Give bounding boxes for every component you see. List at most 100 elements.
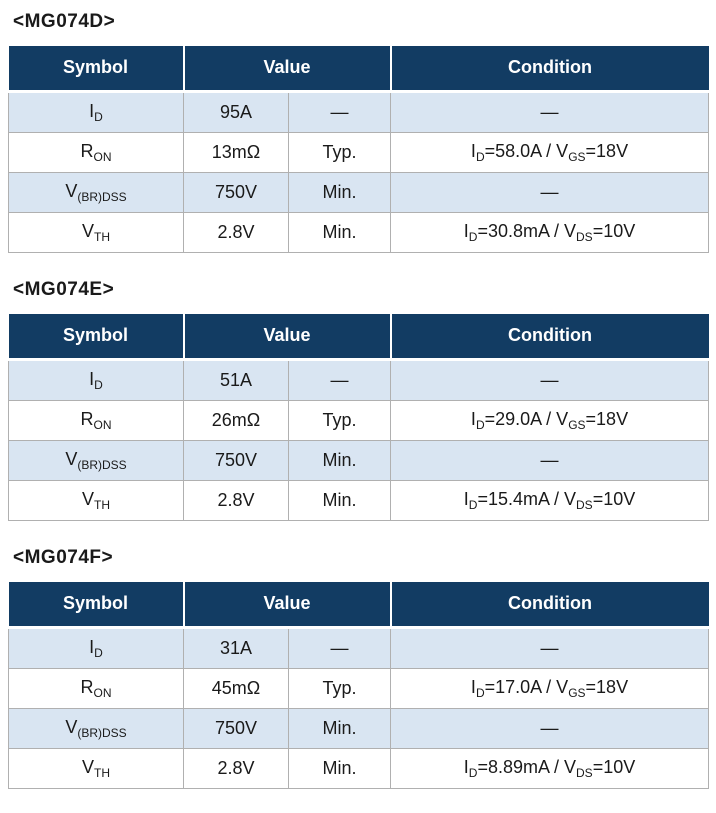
cell-text: I: [463, 221, 469, 241]
cell-text: I: [89, 101, 95, 121]
condition-cell: —: [390, 172, 709, 213]
cell-text: R: [80, 141, 94, 161]
cell-text: =10V: [592, 489, 636, 509]
qualifier-cell: Min.: [288, 708, 391, 749]
spec-sections: <MG074D> Symbol Value Condition ID 95A — — R…: [8, 11, 709, 789]
table-row: ID 51A — —: [8, 359, 709, 401]
symbol-cell: RON: [8, 400, 184, 441]
col-header-condition: Condition: [390, 582, 709, 629]
model-section: <MG074D> Symbol Value Condition ID 95A — — R…: [8, 11, 709, 253]
condition-cell: ID=8.89mA / VDS=10V: [390, 748, 709, 789]
model-section: <MG074F> Symbol Value Condition ID 31A — — R…: [8, 547, 709, 789]
qualifier-cell: —: [288, 91, 391, 133]
model-title: <MG074F>: [13, 547, 114, 568]
cell-text: =10V: [592, 221, 636, 241]
cell-text: I: [470, 409, 476, 429]
spec-table: Symbol Value Condition ID 31A — — RON 45mΩ Typ…: [8, 582, 709, 789]
cell-text: =8.89mA / V: [477, 757, 577, 777]
cell-text: =17.0A / V: [484, 677, 569, 697]
table-header: Symbol Value Condition: [8, 582, 709, 629]
subscript-text: D: [475, 418, 485, 432]
condition-cell: —: [390, 91, 709, 133]
symbol-cell: V(BR)DSS: [8, 440, 184, 481]
symbol-cell: ID: [8, 359, 184, 401]
subscript-text: D: [475, 150, 485, 164]
subscript-text: ON: [93, 686, 112, 700]
model-title: <MG074E>: [13, 279, 115, 300]
cell-text: —: [540, 370, 559, 390]
table-row: RON 45mΩ Typ. ID=17.0A / VGS=18V: [8, 668, 709, 709]
col-header-symbol: Symbol: [8, 582, 185, 629]
cell-text: =10V: [592, 757, 636, 777]
col-header-symbol: Symbol: [8, 314, 185, 361]
table-row: VTH 2.8V Min. ID=8.89mA / VDS=10V: [8, 748, 709, 789]
condition-cell: —: [390, 359, 709, 401]
qualifier-cell: Min.: [288, 212, 391, 253]
qualifier-cell: Min.: [288, 480, 391, 521]
subscript-text: TH: [94, 766, 110, 780]
qualifier-cell: Typ.: [288, 132, 391, 173]
model-title: <MG074D>: [13, 11, 116, 32]
cell-text: =15.4mA / V: [477, 489, 577, 509]
condition-cell: ID=15.4mA / VDS=10V: [390, 480, 709, 521]
value-cell: 750V: [183, 172, 289, 213]
condition-cell: —: [390, 708, 709, 749]
condition-cell: ID=29.0A / VGS=18V: [390, 400, 709, 441]
symbol-cell: RON: [8, 132, 184, 173]
table-row: RON 26mΩ Typ. ID=29.0A / VGS=18V: [8, 400, 709, 441]
cell-text: —: [540, 638, 559, 658]
subscript-text: DS: [576, 498, 593, 512]
col-header-value: Value: [183, 46, 392, 93]
subscript-text: DS: [576, 766, 593, 780]
subscript-text: D: [475, 686, 485, 700]
value-cell: 2.8V: [183, 748, 289, 789]
col-header-value: Value: [183, 314, 392, 361]
col-header-value: Value: [183, 582, 392, 629]
value-cell: 13mΩ: [183, 132, 289, 173]
subscript-text: TH: [94, 498, 110, 512]
qualifier-cell: —: [288, 627, 391, 669]
cell-text: V: [81, 489, 94, 509]
table-row: VTH 2.8V Min. ID=15.4mA / VDS=10V: [8, 480, 709, 521]
symbol-cell: VTH: [8, 212, 184, 253]
subscript-text: GS: [568, 150, 586, 164]
cell-text: —: [540, 450, 559, 470]
cell-text: I: [463, 489, 469, 509]
subscript-text: D: [94, 110, 103, 124]
table-row: ID 31A — —: [8, 627, 709, 669]
table-header: Symbol Value Condition: [8, 314, 709, 361]
cell-text: =18V: [585, 409, 629, 429]
value-cell: 45mΩ: [183, 668, 289, 709]
condition-cell: —: [390, 627, 709, 669]
cell-text: =18V: [585, 677, 629, 697]
subscript-text: TH: [94, 230, 110, 244]
condition-cell: —: [390, 440, 709, 481]
qualifier-cell: Typ.: [288, 668, 391, 709]
condition-cell: ID=58.0A / VGS=18V: [390, 132, 709, 173]
subscript-text: (BR)DSS: [77, 726, 127, 740]
value-cell: 26mΩ: [183, 400, 289, 441]
table-body: ID 51A — — RON 26mΩ Typ. ID=29.0A / VGS=18V V(BR…: [8, 359, 709, 521]
cell-text: I: [470, 141, 476, 161]
subscript-text: D: [468, 766, 478, 780]
cell-text: =18V: [585, 141, 629, 161]
qualifier-cell: Min.: [288, 172, 391, 213]
cell-text: V: [81, 757, 94, 777]
qualifier-cell: Min.: [288, 440, 391, 481]
cell-text: I: [463, 757, 469, 777]
subscript-text: GS: [568, 418, 586, 432]
table-row: ID 95A — —: [8, 91, 709, 133]
subscript-text: ON: [93, 418, 112, 432]
symbol-cell: ID: [8, 91, 184, 133]
symbol-cell: V(BR)DSS: [8, 708, 184, 749]
cell-text: =30.8mA / V: [477, 221, 577, 241]
table-row: V(BR)DSS 750V Min. —: [8, 440, 709, 481]
value-cell: 2.8V: [183, 212, 289, 253]
subscript-text: D: [94, 378, 103, 392]
subscript-text: D: [94, 646, 103, 660]
table-body: ID 95A — — RON 13mΩ Typ. ID=58.0A / VGS=18V V(BR…: [8, 91, 709, 253]
cell-text: V: [65, 449, 78, 469]
subscript-text: (BR)DSS: [77, 190, 127, 204]
cell-text: R: [80, 677, 94, 697]
